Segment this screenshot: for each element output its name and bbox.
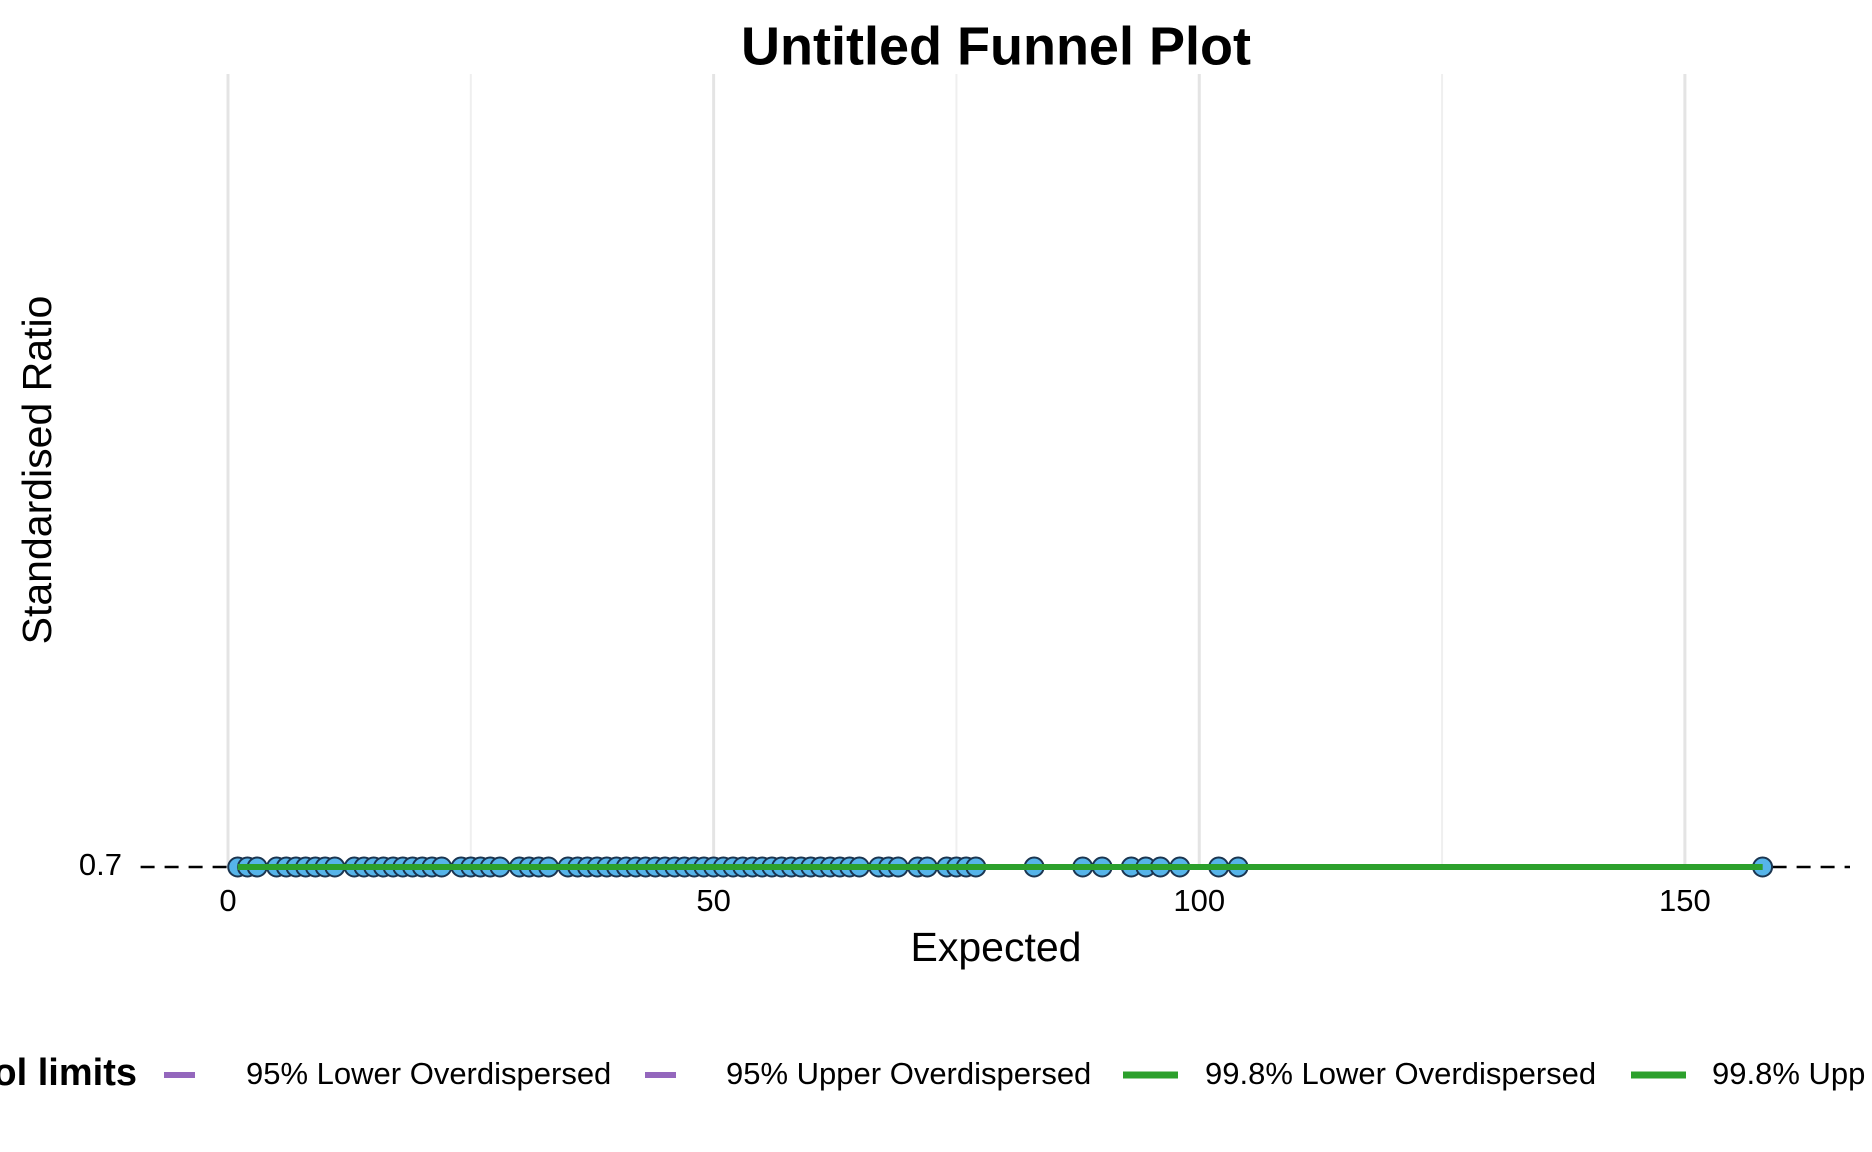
x-tick-label: 150 [1659,883,1711,918]
legend-title: ol limits [0,1052,137,1094]
x-tick-label: 100 [1173,883,1225,918]
x-tick-label: 0 [219,883,236,918]
legend-label: 99.8% Lower Overdispersed [1205,1056,1596,1091]
chart-title: Untitled Funnel Plot [741,16,1251,76]
x-tick-label: 50 [696,883,730,918]
y-tick-label: 0.7 [79,847,122,882]
legend-label: 95% Lower Overdispersed [246,1056,611,1091]
y-axis-label: Standardised Ratio [14,296,60,645]
legend-label: 95% Upper Overdispersed [726,1056,1091,1091]
x-axis-label: Expected [911,924,1082,970]
legend-label: 99.8% Upp [1712,1056,1865,1091]
